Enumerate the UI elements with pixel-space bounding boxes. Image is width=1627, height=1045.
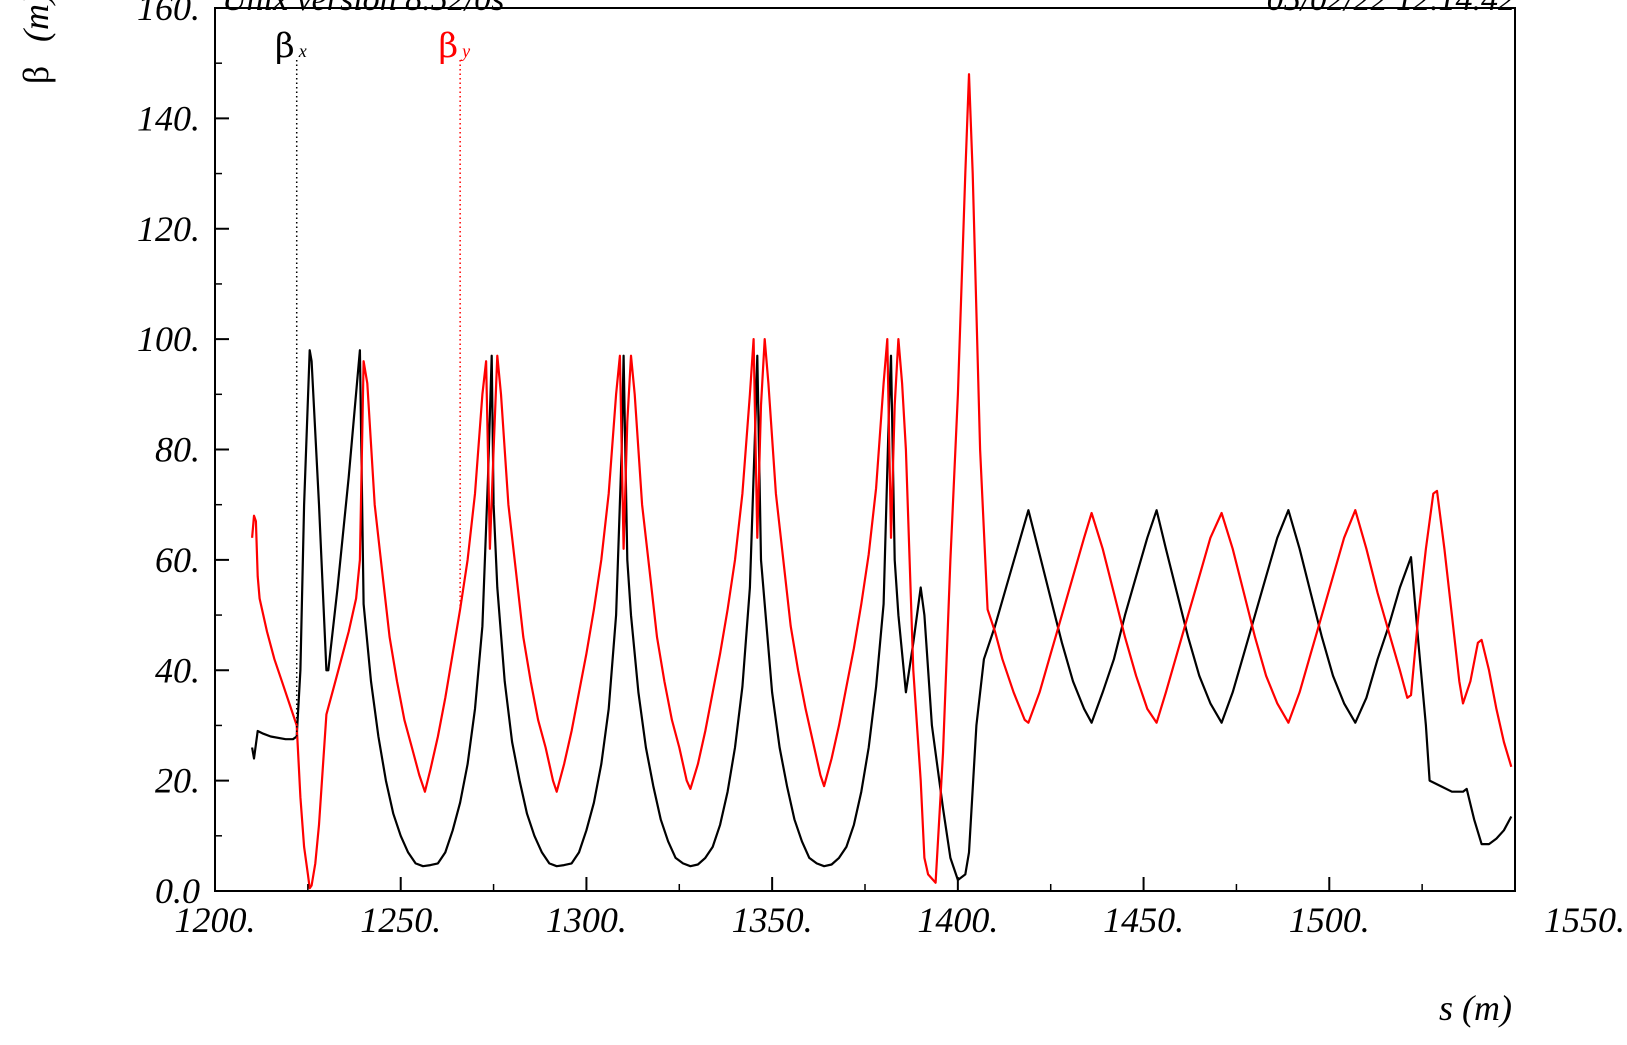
- series-line-beta-y: [251, 73, 1513, 890]
- x-tick-label: 1500.: [1289, 900, 1370, 940]
- y-tick-label: 140.: [137, 98, 200, 138]
- legend-beta-x-symbol: β: [275, 26, 295, 66]
- series-line-beta-x: [251, 349, 1513, 882]
- y-tick-label: 40.: [155, 650, 200, 690]
- plot-frame: [214, 7, 1516, 892]
- x-tick-label: 1550.: [1544, 900, 1625, 940]
- y-axis-label-symbol: β: [16, 66, 56, 84]
- y-tick-label: 160.: [137, 0, 200, 28]
- x-tick-label: 1350.: [732, 900, 813, 940]
- y-tick-label: 80.: [155, 430, 200, 470]
- y-tick-label: 120.: [137, 209, 200, 249]
- y-axis-label: β (m): [16, 0, 56, 84]
- y-axis-label-unit: (m): [16, 0, 56, 42]
- y-tick-labels: 0.0 20. 40. 60. 80. 100. 120. 140. 160.: [137, 0, 200, 911]
- x-axis-title: s (m): [1439, 988, 1512, 1028]
- x-tick-label: 1450.: [1103, 900, 1184, 940]
- y-axis-title: β (m): [16, 0, 56, 84]
- axis-ticks: [215, 62, 1423, 891]
- y-tick-label: 0.0: [155, 871, 200, 911]
- x-tick-label: 1250.: [360, 900, 441, 940]
- x-tick-labels: 1200. 1250. 1300. 1350. 1400. 1450. 1500. 1550.: [175, 900, 1626, 940]
- y-tick-label: 60.: [155, 540, 200, 580]
- x-tick-label: 1300.: [546, 900, 627, 940]
- x-tick-label: 1200.: [175, 900, 256, 940]
- legend-beta-y-subscript: y: [460, 41, 470, 61]
- legend-beta-y-symbol: β: [438, 26, 458, 66]
- y-tick-label: 100.: [137, 319, 200, 359]
- x-tick-label: 1400.: [917, 900, 998, 940]
- series-layer: [251, 73, 1513, 890]
- y-tick-label: 20.: [155, 761, 200, 801]
- legend-beta-x-subscript: x: [298, 41, 307, 61]
